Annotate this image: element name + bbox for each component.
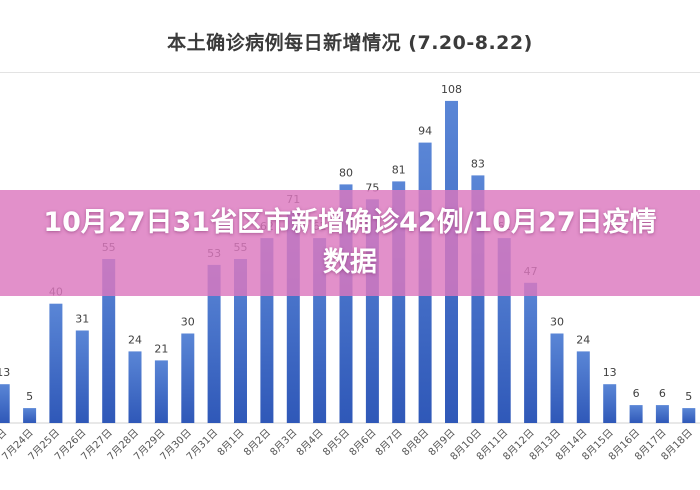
bar — [181, 333, 195, 423]
data-label: 81 — [392, 163, 406, 176]
x-tick-label: 8月8日 — [400, 427, 432, 459]
title-divider — [0, 72, 700, 73]
bar — [682, 408, 696, 423]
x-tick-label: 8月4日 — [294, 427, 326, 459]
bar — [207, 264, 221, 423]
bar — [655, 405, 669, 423]
data-label: 30 — [181, 316, 195, 329]
x-tick-label: 8月3日 — [268, 427, 300, 459]
bar — [23, 408, 37, 423]
data-label: 80 — [339, 166, 353, 179]
x-tick-label: 8月1日 — [215, 427, 247, 459]
bar — [154, 360, 168, 423]
data-label: 5 — [685, 390, 692, 403]
bar — [128, 351, 142, 423]
chart-title: 本土确诊病例每日新增情况 (7.20-8.22) — [167, 32, 533, 54]
bar — [0, 384, 10, 423]
data-label: 24 — [128, 333, 142, 346]
bar — [524, 282, 538, 423]
x-tick-label: 8月2日 — [241, 427, 273, 459]
data-label: 31 — [75, 313, 89, 326]
bar — [629, 405, 643, 423]
x-tick-label: 8月5日 — [320, 427, 352, 459]
x-tick-label: 8月7日 — [373, 427, 405, 459]
bar — [234, 259, 247, 423]
data-label: 83 — [471, 157, 485, 170]
x-tick-label: 8月6日 — [347, 427, 379, 459]
bar — [49, 303, 63, 423]
bar — [102, 259, 116, 423]
data-label: 24 — [576, 333, 590, 346]
data-label: 30 — [550, 316, 564, 329]
headline-text[interactable]: 10月27日31省区市新增确诊42例/10月27日疫情数据 — [43, 207, 657, 278]
data-label: 6 — [659, 387, 666, 400]
data-label: 13 — [0, 366, 10, 379]
data-label: 6 — [633, 387, 640, 400]
bar — [550, 333, 564, 423]
bar — [603, 384, 617, 423]
data-label: 5 — [26, 390, 33, 403]
data-label: 21 — [154, 342, 168, 355]
bar — [576, 351, 590, 423]
bar — [75, 330, 89, 423]
data-label: 108 — [441, 83, 462, 96]
x-tick-labels: 7月23日7月24日7月25日7月26日7月27日7月28日7月29日7月30日… — [0, 427, 695, 463]
data-label: 13 — [603, 366, 617, 379]
headline-banner: 10月27日31省区市新增确诊42例/10月27日疫情数据 — [0, 190, 700, 296]
data-label: 94 — [418, 125, 432, 138]
